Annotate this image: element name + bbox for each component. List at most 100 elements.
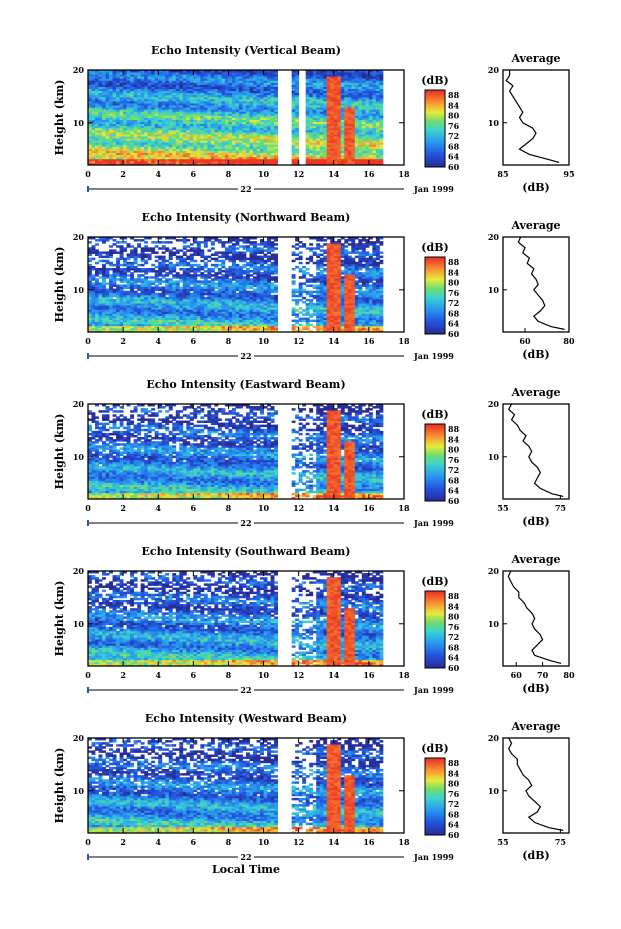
- heatmap-cell: [309, 154, 314, 158]
- heatmap-cell: [133, 129, 138, 133]
- heatmap-cell: [102, 129, 106, 133]
- heatmap-cell: [207, 115, 212, 118]
- heatmap-cell: [256, 121, 261, 125]
- heatmap-cell: [274, 129, 278, 133]
- heatmap-cell: [130, 72, 135, 75]
- heatmap-cell: [295, 129, 300, 133]
- heatmap-cell: [158, 134, 163, 137]
- heatmap-cell: [260, 72, 264, 75]
- y-tick-label: 20: [73, 65, 85, 75]
- heatmap-cell: [193, 96, 198, 100]
- heatmap-cell: [182, 119, 187, 123]
- heatmap-cell: [246, 156, 250, 160]
- heatmap-cell: [186, 94, 191, 98]
- heatmap-cell: [312, 156, 317, 160]
- heatmap-cell: [238, 117, 243, 120]
- heatmap-cell: [95, 82, 99, 85]
- heatmap-cell: [291, 131, 296, 135]
- heatmap-cell: [260, 129, 264, 133]
- heatmap-cell: [88, 160, 92, 164]
- heatmap-cell: [179, 125, 184, 129]
- heatmap-cell: [235, 86, 240, 89]
- heatmap-cell: [179, 140, 184, 143]
- heatmap-cell: [203, 86, 208, 89]
- heatmap-cell: [249, 117, 254, 120]
- heatmap-cell: [267, 105, 271, 108]
- heatmap-cell: [196, 158, 201, 162]
- heatmap-cell: [88, 80, 92, 83]
- heatmap-cell: [126, 119, 131, 123]
- heatmap-cell: [207, 96, 212, 100]
- heatmap-cell: [133, 152, 138, 156]
- heatmap-cell: [179, 96, 184, 100]
- heatmap-cell: [105, 162, 110, 166]
- heatmap-cell: [203, 136, 208, 139]
- heatmap-cell: [295, 123, 300, 127]
- heatmap-cell: [165, 84, 170, 87]
- heatmap-cell: [172, 117, 177, 120]
- heatmap-cell: [200, 265, 205, 269]
- heatmap-cell: [228, 152, 233, 156]
- heatmap-cell: [172, 103, 177, 106]
- heatmap-cell: [186, 98, 191, 102]
- heatmap-cell: [319, 162, 324, 166]
- heatmap-cell: [270, 86, 275, 89]
- heatmap-cell: [267, 150, 271, 154]
- heatmap-cell: [217, 121, 222, 125]
- heatmap-cell: [109, 245, 113, 248]
- heatmap-cell: [221, 92, 226, 96]
- heatmap-cell: [256, 92, 261, 96]
- heatmap-cell: [158, 278, 163, 281]
- heatmap-cell: [221, 76, 226, 79]
- heatmap-cell: [291, 142, 296, 145]
- heatmap-cell: [168, 160, 173, 164]
- heatmap-cell: [130, 129, 135, 133]
- heatmap-cell: [126, 82, 131, 85]
- heatmap-cell: [175, 90, 180, 94]
- heatmap-cell: [291, 115, 296, 118]
- heatmap-cell: [316, 158, 321, 162]
- heatmap-cell: [175, 86, 180, 89]
- heatmap-cell: [200, 150, 205, 154]
- heatmap-cell: [319, 156, 324, 160]
- heatmap-cell: [305, 70, 310, 73]
- heatmap-cell: [221, 117, 226, 120]
- heatmap-cell: [238, 82, 243, 85]
- heatmap-cell: [144, 90, 149, 94]
- heatmap-cell: [165, 92, 170, 96]
- heatmap-cell: [305, 142, 310, 145]
- heatmap-cell: [147, 129, 152, 133]
- heatmap-cell: [196, 136, 201, 139]
- heatmap-cell: [165, 158, 170, 162]
- heatmap-cell: [263, 111, 268, 114]
- heatmap-cell: [221, 150, 226, 154]
- heatmap-cell: [158, 76, 163, 79]
- heatmap-cell: [172, 113, 177, 116]
- heatmap-cell: [210, 119, 215, 123]
- heatmap-cell: [151, 78, 156, 81]
- heatmap-cell: [309, 158, 314, 162]
- heatmap-cell: [256, 131, 261, 135]
- heatmap-cell: [214, 107, 219, 110]
- heatmap-cell: [312, 80, 317, 83]
- heatmap-cell: [105, 146, 110, 149]
- heatmap-cell: [95, 94, 99, 98]
- heatmap-cell: [98, 160, 103, 164]
- heatmap-cell: [109, 86, 113, 89]
- heatmap-cell: [238, 127, 243, 131]
- heatmap-cell: [203, 150, 208, 154]
- heatmap-cell: [256, 88, 261, 92]
- heatmap-cell: [238, 113, 243, 116]
- heatmap-cell: [312, 148, 317, 151]
- heatmap-cell: [112, 105, 117, 108]
- heatmap-cell: [109, 131, 113, 135]
- heatmap-cell: [182, 123, 187, 127]
- heatmap-cell: [295, 100, 300, 104]
- heatmap-cell: [193, 154, 198, 158]
- heatmap-cell: [189, 98, 194, 102]
- heatmap-cell: [238, 131, 243, 135]
- heatmap-cell: [246, 152, 250, 156]
- heatmap-cell: [154, 270, 159, 273]
- heatmap-cell: [123, 123, 128, 127]
- heatmap-cell: [179, 134, 184, 137]
